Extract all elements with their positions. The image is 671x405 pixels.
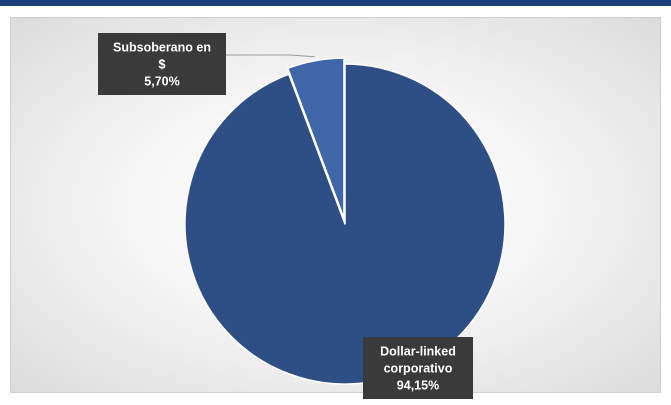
leader-line-subsoberano	[226, 54, 315, 58]
data-label-subsoberano: Subsoberano en $5,70%	[98, 33, 226, 95]
data-labels: Subsoberano en $5,70% Dollar-linked corpora…	[98, 33, 473, 399]
pie-slice-subsoberano-en-pesos	[287, 57, 345, 219]
data-label-dollar-linked-category-line: Dollar-linked	[380, 345, 456, 359]
top-header-rule	[0, 0, 671, 6]
data-label-subsoberano-box	[98, 33, 226, 95]
data-label-subsoberano-percent: 5,70%	[144, 75, 179, 89]
pie-slice-dollar-linked-corporativo	[184, 63, 506, 385]
data-label-subsoberano-category-line: $	[159, 58, 166, 72]
leader-lines	[226, 54, 315, 58]
data-label-subsoberano-category-line: Subsoberano en	[113, 41, 211, 55]
data-label-dollar-linked: Dollar-linked corporativo 94,15%	[363, 337, 473, 399]
data-label-dollar-linked-box	[363, 337, 473, 399]
data-label-dollar-linked-category-line: corporativo	[384, 362, 453, 376]
slices-layer	[184, 57, 506, 385]
data-label-dollar-linked-percent: 94,15%	[397, 379, 439, 393]
